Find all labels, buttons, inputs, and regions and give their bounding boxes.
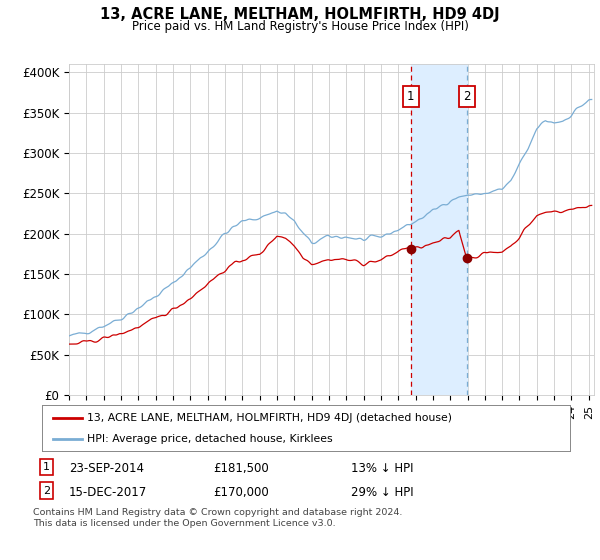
Text: 2: 2 [43,486,50,496]
Text: 2: 2 [463,90,470,103]
Text: 15-DEC-2017: 15-DEC-2017 [69,486,147,498]
Text: 13, ACRE LANE, MELTHAM, HOLMFIRTH, HD9 4DJ (detached house): 13, ACRE LANE, MELTHAM, HOLMFIRTH, HD9 4… [87,413,452,423]
Text: 29% ↓ HPI: 29% ↓ HPI [351,486,413,498]
Text: HPI: Average price, detached house, Kirklees: HPI: Average price, detached house, Kirk… [87,435,332,444]
Text: 13% ↓ HPI: 13% ↓ HPI [351,462,413,475]
Text: 1: 1 [43,462,50,472]
Text: 1: 1 [407,90,415,103]
Text: 13, ACRE LANE, MELTHAM, HOLMFIRTH, HD9 4DJ: 13, ACRE LANE, MELTHAM, HOLMFIRTH, HD9 4… [100,7,500,22]
Text: Contains HM Land Registry data © Crown copyright and database right 2024.
This d: Contains HM Land Registry data © Crown c… [33,508,403,528]
Text: 23-SEP-2014: 23-SEP-2014 [69,462,144,475]
Text: £170,000: £170,000 [213,486,269,498]
Text: Price paid vs. HM Land Registry's House Price Index (HPI): Price paid vs. HM Land Registry's House … [131,20,469,32]
Text: £181,500: £181,500 [213,462,269,475]
Bar [411,64,467,395]
